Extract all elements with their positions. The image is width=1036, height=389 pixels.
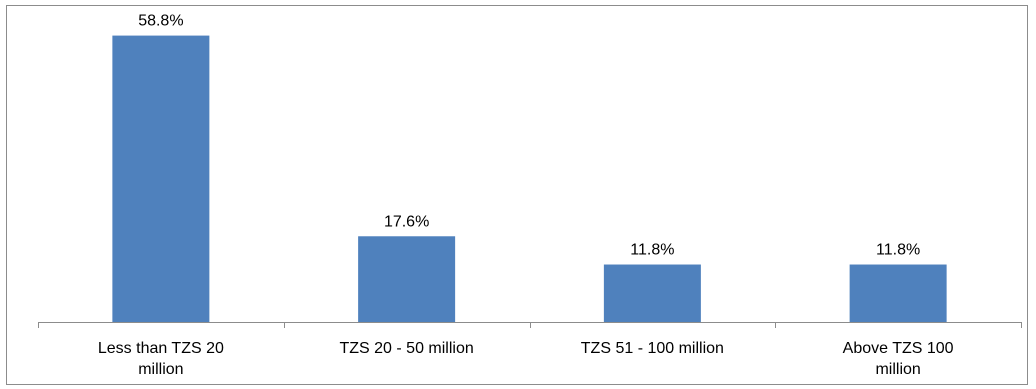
- bar-value-label: 58.8%: [138, 13, 183, 30]
- x-axis-ticks: [38, 322, 1022, 328]
- bar-value-label: 11.8%: [876, 242, 920, 259]
- bar: [603, 264, 701, 322]
- category-label: Above TZS 100: [843, 340, 954, 357]
- category-labels-layer: Less than TZS 20 million TZS 20 - 50 milli…: [98, 340, 954, 378]
- category-label: TZS 20 - 50 million: [339, 340, 473, 357]
- bar-value-label: 11.8%: [630, 242, 674, 259]
- bar: [849, 264, 947, 322]
- bar: [358, 236, 456, 322]
- chart-frame: 58.8% 17.6% 11.8% 11.8% Less than TZS 20 mil…: [6, 5, 1028, 385]
- category-label: Less than TZS 20: [98, 340, 224, 357]
- bar-chart: 58.8% 17.6% 11.8% 11.8% Less than TZS 20 mil…: [38, 13, 1022, 378]
- bar-value-label: 17.6%: [384, 213, 429, 230]
- bar: [112, 35, 210, 322]
- bars-layer: [112, 35, 947, 322]
- category-label: TZS 51 - 100 million: [581, 340, 724, 357]
- value-labels-layer: 58.8% 17.6% 11.8% 11.8%: [138, 13, 920, 259]
- category-label: million: [875, 361, 920, 378]
- category-label: million: [138, 361, 183, 378]
